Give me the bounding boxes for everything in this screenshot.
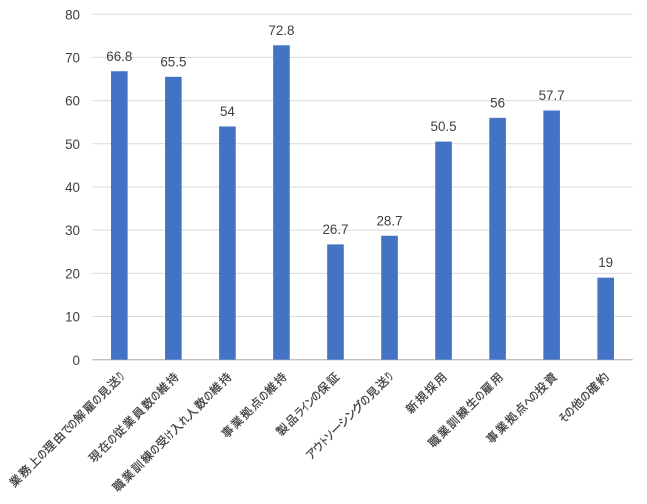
svg-text:28.7: 28.7 — [376, 213, 402, 228]
svg-text:19: 19 — [598, 255, 613, 270]
svg-text:40: 40 — [65, 180, 80, 195]
svg-text:72.8: 72.8 — [268, 23, 294, 38]
svg-text:30: 30 — [65, 223, 80, 238]
svg-text:65.5: 65.5 — [160, 54, 186, 69]
svg-text:26.7: 26.7 — [322, 222, 348, 237]
svg-text:57.7: 57.7 — [539, 88, 565, 103]
svg-text:50: 50 — [65, 137, 80, 152]
svg-text:70: 70 — [65, 50, 80, 65]
svg-text:80: 80 — [65, 7, 80, 22]
svg-text:56: 56 — [490, 95, 505, 110]
svg-text:20: 20 — [65, 266, 80, 281]
svg-text:0: 0 — [73, 353, 80, 368]
svg-text:60: 60 — [65, 94, 80, 109]
svg-text:10: 10 — [65, 310, 80, 325]
svg-text:54: 54 — [220, 104, 235, 119]
svg-text:66.8: 66.8 — [106, 49, 132, 64]
svg-text:50.5: 50.5 — [431, 119, 457, 134]
